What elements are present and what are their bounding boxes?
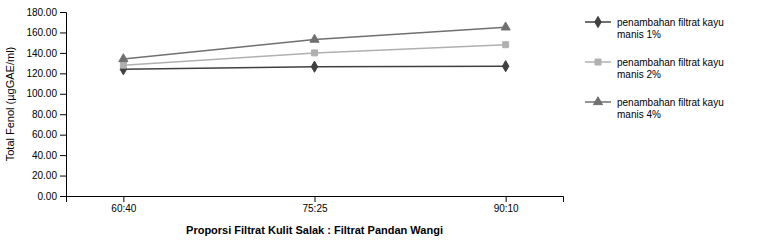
y-tick-label: 120.00 xyxy=(26,68,57,79)
x-tick-mark xyxy=(123,196,124,202)
y-tick-mark xyxy=(60,94,66,95)
legend-label: penambahan filtrat kayumanis 4% xyxy=(617,97,724,120)
series-line xyxy=(123,45,505,65)
legend-item: penambahan filtrat kayumanis 1% xyxy=(585,16,724,40)
x-axis-title: Proporsi Filtrat Kulit Salak : Filtrat P… xyxy=(186,224,443,236)
y-axis: 0.00 20.00 40.00 60.00 80.00 100.00 120.00 140.… xyxy=(26,7,66,202)
y-tick-label: 100.00 xyxy=(26,88,57,99)
x-tick-mark xyxy=(506,196,507,202)
y-tick-label: 80.00 xyxy=(32,109,57,120)
y-tick: 100.00 xyxy=(26,88,66,99)
y-tick-label: 180.00 xyxy=(26,7,57,18)
y-tick: 60.00 xyxy=(32,129,66,140)
y-axis-line xyxy=(60,13,67,197)
x-tick: 90:10 xyxy=(494,196,519,214)
x-tick-mark xyxy=(315,196,316,202)
legend-item: penambahan filtrat kayumanis 2% xyxy=(585,57,724,80)
x-tick-label: 75:25 xyxy=(302,203,327,214)
y-tick-mark xyxy=(60,135,66,136)
legend-item: penambahan filtrat kayumanis 4% xyxy=(585,97,724,120)
y-tick-mark xyxy=(60,176,66,177)
legend-label: penambahan filtrat kayumanis 2% xyxy=(617,57,724,80)
series xyxy=(120,42,508,68)
series xyxy=(120,61,509,75)
y-tick-label: 20.00 xyxy=(32,170,57,181)
legend-marker xyxy=(593,97,602,105)
y-tick-mark xyxy=(60,32,66,33)
series-point xyxy=(502,61,508,72)
y-tick-mark xyxy=(60,53,66,54)
y-tick-mark xyxy=(60,155,66,156)
y-tick: 0.00 xyxy=(38,191,66,202)
y-tick-label: 140.00 xyxy=(26,48,57,59)
y-tick-mark xyxy=(60,73,66,74)
y-tick-mark xyxy=(60,114,66,115)
y-tick: 20.00 xyxy=(32,170,66,181)
series-point xyxy=(503,42,509,48)
x-tick-label: 60:40 xyxy=(111,203,136,214)
plot: 0.00 20.00 40.00 60.00 80.00 100.00 120.00 140.… xyxy=(26,7,563,214)
x-tick: 60:40 xyxy=(111,196,136,214)
x-tick-label: 90:10 xyxy=(494,203,519,214)
series-point xyxy=(310,34,319,42)
legend: penambahan filtrat kayumanis 1% penambaha… xyxy=(585,16,724,120)
series-point xyxy=(312,50,318,56)
y-axis-title: Total Fenol (µgGAE/ml) xyxy=(4,47,16,162)
chart: 0.00 20.00 40.00 60.00 80.00 100.00 120.00 140.… xyxy=(0,0,768,242)
series xyxy=(119,22,510,62)
y-tick-label: 0.00 xyxy=(38,191,58,202)
series-line xyxy=(123,27,505,59)
series-point xyxy=(311,61,317,72)
legend-marker xyxy=(595,59,601,65)
y-tick-label: 40.00 xyxy=(32,150,57,161)
y-tick: 140.00 xyxy=(26,48,66,59)
series-point xyxy=(501,22,510,30)
y-tick-label: 60.00 xyxy=(32,129,57,140)
x-tick: 75:25 xyxy=(302,196,327,214)
y-tick-label: 160.00 xyxy=(26,27,57,38)
x-axis: 60:40 75:25 90:10 xyxy=(67,196,564,214)
y-tick: 80.00 xyxy=(32,109,66,120)
legend-marker xyxy=(595,16,601,27)
series-point xyxy=(120,62,126,68)
marks xyxy=(119,22,510,75)
legend-label: penambahan filtrat kayumanis 1% xyxy=(617,17,724,40)
y-tick-mark xyxy=(60,196,66,197)
x-axis-line xyxy=(67,197,564,203)
y-tick: 180.00 xyxy=(26,7,66,18)
y-tick: 120.00 xyxy=(26,68,66,79)
y-tick-mark xyxy=(60,12,66,13)
y-tick: 160.00 xyxy=(26,27,66,38)
series-point xyxy=(119,54,128,62)
y-tick: 40.00 xyxy=(32,150,66,161)
